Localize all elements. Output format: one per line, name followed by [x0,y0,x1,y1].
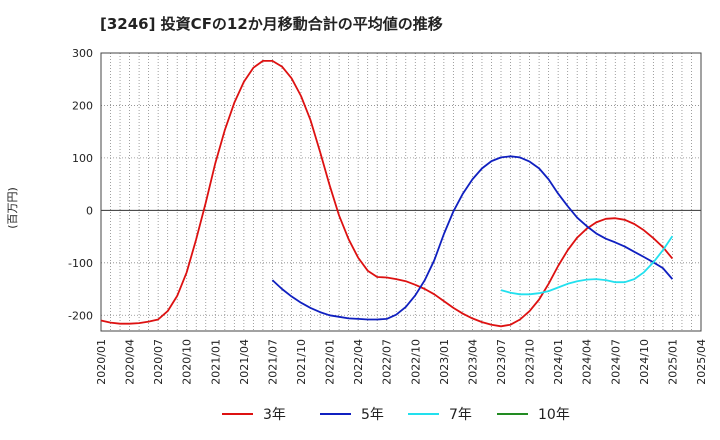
x-tick-label: 2025/04 [695,339,708,385]
x-tick-label: 2022/04 [352,339,365,385]
x-tick-label: 2021/04 [238,339,251,385]
chart-title: [3246] 投資CFの12か月移動合計の平均値の推移 [100,15,443,33]
grid [100,52,702,332]
x-tick-label: 2020/07 [152,339,165,385]
series-line-3年 [100,60,674,328]
x-tick-label: 2021/10 [295,339,308,385]
x-tick-label: 2020/01 [95,339,108,385]
x-tick-label: 2023/01 [438,339,451,385]
x-tick-label: 2023/04 [466,339,479,385]
y-axis-label: (百万円) [6,187,19,229]
x-tick-label: 2024/07 [609,339,622,385]
x-tick-label: 2024/04 [581,339,594,385]
series-line-7年 [500,235,674,296]
y-tick-label: 100 [72,152,93,165]
legend-label-10年: 10年 [538,407,570,423]
x-tick-label: 2022/01 [324,339,337,385]
legend: 3年 5年 7年 10年 [222,407,570,423]
y-tick-label: 300 [72,47,93,60]
y-tick-label: 0 [86,204,93,217]
x-tick-label: 2020/04 [124,339,137,385]
x-tick-label: 2024/01 [552,339,565,385]
y-tick-label: 200 [72,99,93,112]
y-tick-label: -200 [68,309,93,322]
x-tick-label: 2020/10 [181,339,194,385]
x-tick-label: 2023/10 [524,339,537,385]
plot-area [100,60,674,328]
legend-label-7年: 7年 [449,407,472,423]
x-tick-label: 2021/07 [266,339,279,385]
legend-label-3年: 3年 [263,407,286,423]
x-tick-label: 2025/01 [666,339,679,385]
plot-frame [100,52,702,332]
x-tick-label: 2022/10 [409,339,422,385]
legend-label-5年: 5年 [361,407,384,423]
x-tick-label: 2024/10 [638,339,651,385]
x-tick-label: 2023/07 [495,339,508,385]
x-ticks: 2020/01 2020/04 2020/07 2020/10 2021/01 2021/… [95,339,708,385]
x-tick-label: 2022/07 [381,339,394,385]
y-ticks: 300 200 100 0 -100 -200 [68,47,93,322]
y-tick-label: -100 [68,257,93,270]
x-tick-label: 2021/01 [209,339,222,385]
series-line-5年 [271,155,674,321]
